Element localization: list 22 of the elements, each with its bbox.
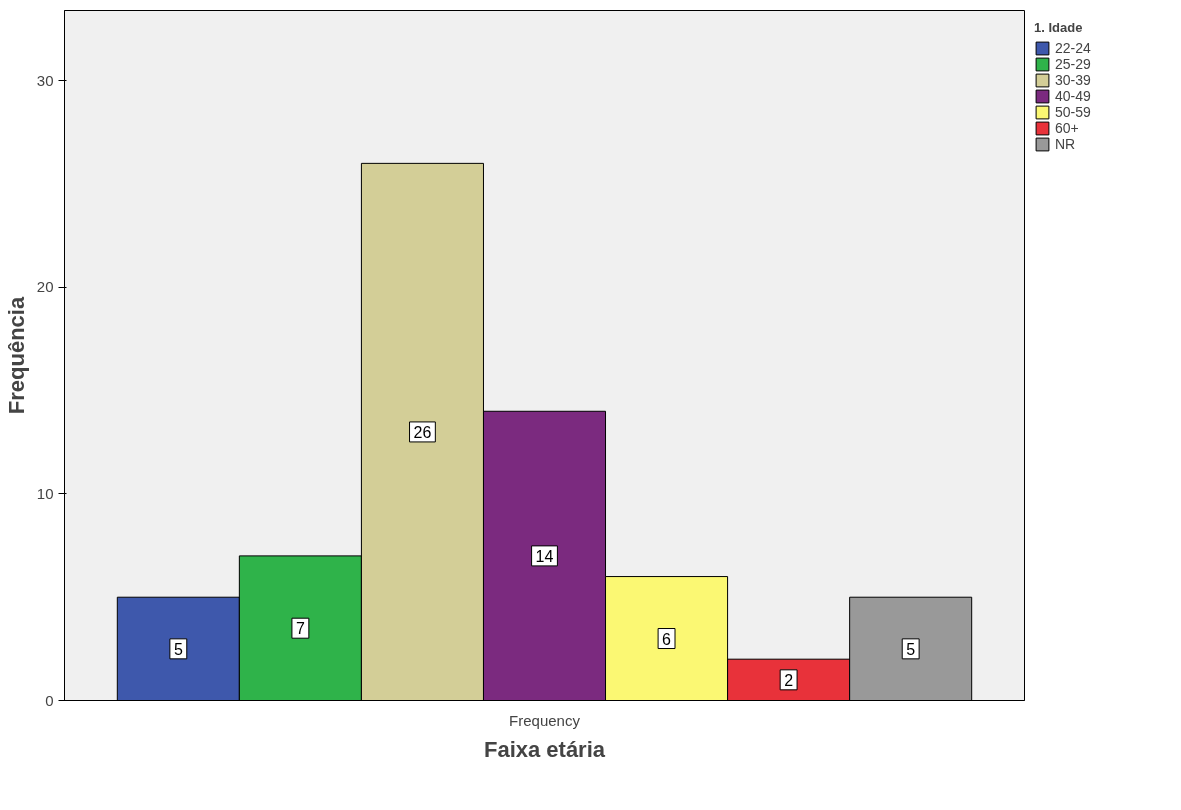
y-tick-label: 10	[36, 484, 54, 502]
data-label: 14	[535, 547, 554, 565]
data-label: 7	[295, 620, 305, 638]
data-label: 2	[784, 671, 794, 689]
legend-label: 40-49	[1055, 88, 1091, 104]
x-axis-title: Faixa etária	[483, 736, 606, 762]
data-label: 5	[906, 640, 916, 658]
y-tick-label: 20	[36, 278, 54, 296]
y-axis-title: Frequência	[3, 296, 29, 415]
legend-title: 1. Idade	[1034, 20, 1084, 35]
legend-label: 60+	[1055, 120, 1079, 136]
y-tick-label: 0	[45, 691, 54, 709]
legend-label: 25-29	[1055, 56, 1091, 72]
legend-label: 22-24	[1055, 40, 1091, 56]
legend-label: 30-39	[1055, 72, 1091, 88]
x-tick-label: Frequency	[509, 711, 581, 729]
data-label: 6	[662, 630, 672, 648]
y-tick-label: 30	[36, 71, 54, 89]
data-label: 26	[413, 423, 432, 441]
data-label: 5	[173, 640, 183, 658]
legend-label: 50-59	[1055, 104, 1091, 120]
legend-label: NR	[1055, 136, 1076, 152]
